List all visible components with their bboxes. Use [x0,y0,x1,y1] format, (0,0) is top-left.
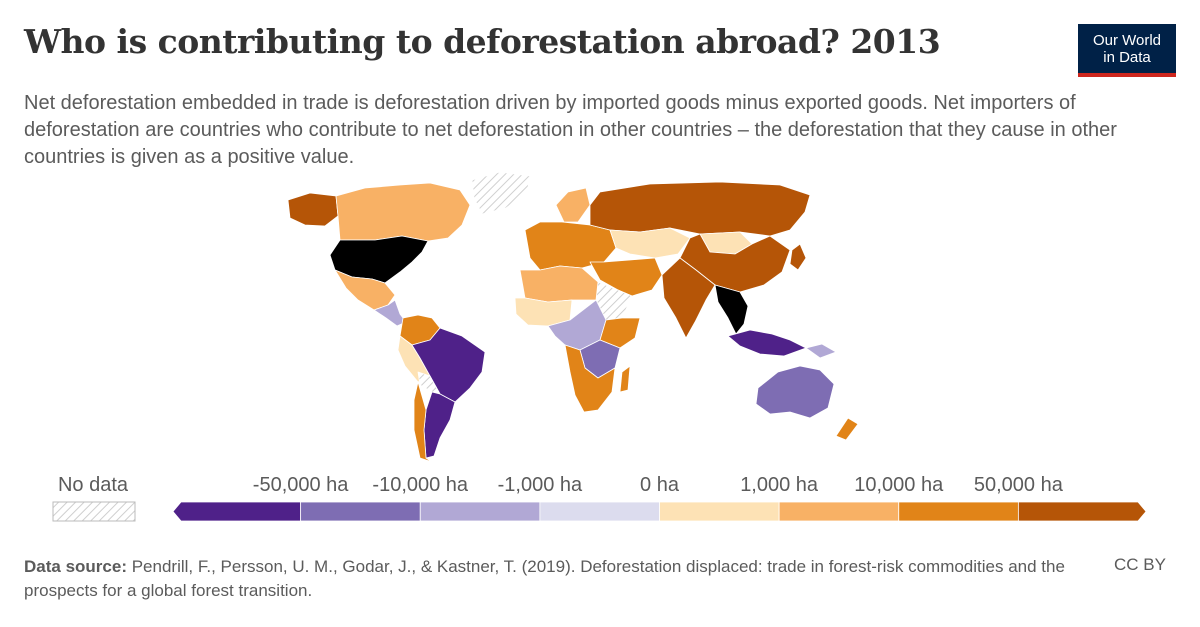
logo-line-1: Our World [1092,32,1162,49]
map-region-canada[interactable] [335,182,471,242]
legend-bin-7[interactable] [898,501,1019,522]
legend-bin-2[interactable] [300,501,421,522]
map-region-southern-africa[interactable] [564,344,616,413]
map-region-japan[interactable] [789,243,807,271]
chart-subtitle: Net deforestation embedded in trade is d… [24,92,1117,168]
map-region-chile[interactable] [413,381,433,463]
map-region-australia[interactable] [755,365,835,419]
map-region-southeast-asia[interactable] [714,284,749,335]
chart-title: Who is contributing to deforestation abr… [24,22,941,61]
legend-tick-label: -1,000 ha [498,474,583,496]
map-region-india[interactable] [661,257,716,339]
map-region-russia[interactable] [589,181,811,237]
map-region-madagascar[interactable] [619,365,631,393]
data-source-text: Pendrill, F., Persson, U. M., Godar, J.,… [24,557,1065,600]
map-region-middle-east[interactable] [589,257,663,297]
data-source-note: Data source: Pendrill, F., Persson, U. M… [24,555,1084,603]
legend-tick-label: 50,000 ha [974,474,1064,496]
map-region-greenland[interactable] [471,171,531,215]
legend-tick-label: 10,000 ha [854,474,944,496]
legend-tick-label: 0 ha [640,474,680,496]
map-region-alaska[interactable] [287,192,339,227]
map-region-north-africa[interactable] [519,265,599,303]
map-region-new-zealand[interactable] [835,417,859,441]
world-map [287,171,859,463]
legend-color-scale [172,501,1147,522]
map-region-argentina[interactable] [423,391,456,459]
legend-tick-label: 1,000 ha [740,474,819,496]
map-region-papua-new-guinea[interactable] [805,343,837,359]
legend-bin-8[interactable] [1017,501,1147,522]
legend-tick-label: -10,000 ha [372,474,469,496]
legend-bin-5[interactable] [659,501,780,522]
legend-bin-4[interactable] [539,501,660,522]
data-source-label: Data source: [24,557,127,576]
map-legend: No data -50,000 ha -10,000 ha -1,000 ha 0 h… [52,474,1147,522]
legend-bin-3[interactable] [419,501,541,522]
legend-no-data-label: No data [58,474,129,496]
legend-no-data-swatch [52,501,136,522]
map-region-indonesia[interactable] [727,329,807,357]
legend-bin-1[interactable] [172,501,302,522]
map-region-scandinavia[interactable] [555,187,591,223]
map-region-kazakhstan[interactable] [609,227,691,259]
legend-tick-labels: -50,000 ha -10,000 ha -1,000 ha 0 ha 1,000 h… [253,474,1064,496]
legend-bin-6[interactable] [778,501,900,522]
license-label[interactable]: CC BY [1114,555,1166,574]
legend-tick-label: -50,000 ha [253,474,350,496]
owid-logo[interactable]: Our World in Data [1078,24,1176,77]
map-region-europe[interactable] [524,221,617,271]
logo-line-2: in Data [1103,49,1151,66]
map-region-mexico[interactable] [334,269,396,311]
map-region-brazil[interactable] [411,327,486,403]
